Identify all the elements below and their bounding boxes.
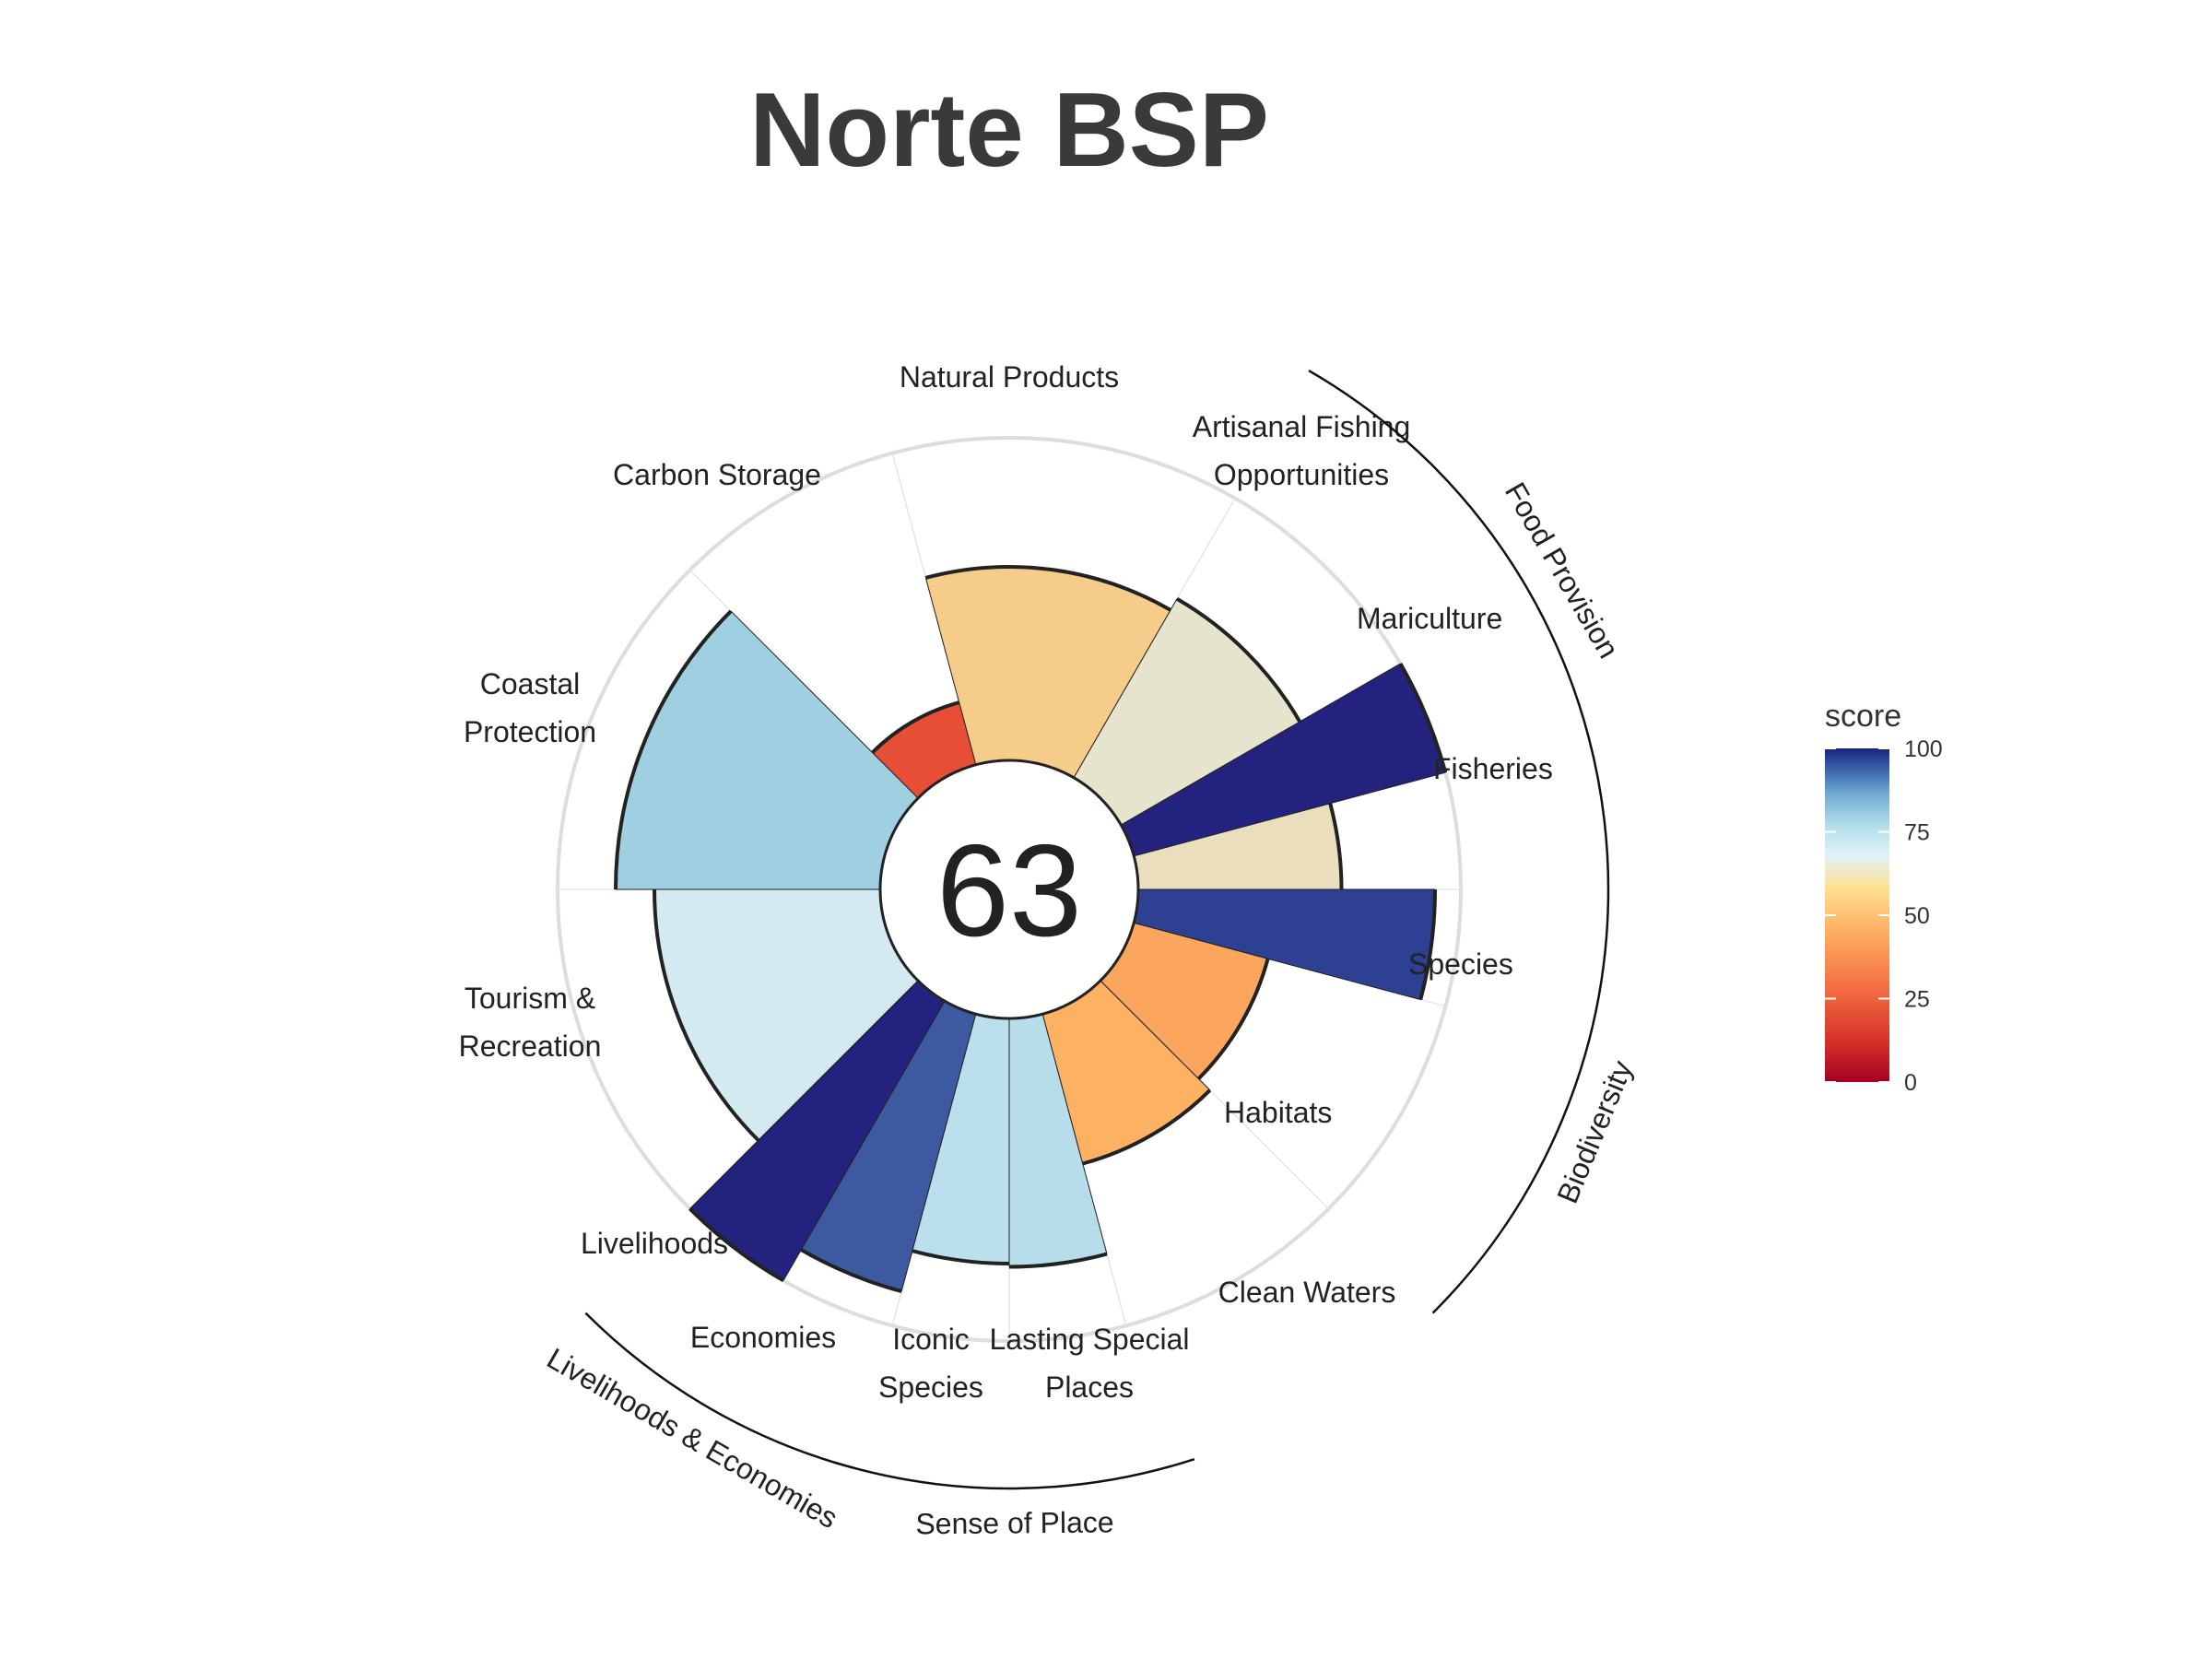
bar-side bbox=[912, 1014, 977, 1252]
legend-tick-label: 100 bbox=[1904, 736, 1943, 762]
group-arc bbox=[1431, 888, 1610, 1314]
legend-tick-label: 25 bbox=[1904, 987, 1930, 1013]
goal-label: Natural Products bbox=[900, 360, 1119, 394]
bar-side bbox=[959, 702, 977, 765]
goal-label: Habitats bbox=[1224, 1096, 1332, 1129]
bar-outer-edge bbox=[1008, 1252, 1108, 1269]
goal-label: Livelihoods bbox=[581, 1227, 728, 1260]
center-circle bbox=[878, 759, 1140, 1020]
goal-label: Mariculture bbox=[1357, 602, 1502, 635]
bar-clean-waters bbox=[1042, 980, 1210, 1164]
bar-outer-edge bbox=[1398, 663, 1448, 773]
goal-label: Iconic Species bbox=[878, 1323, 983, 1404]
group-arc bbox=[833, 1458, 1195, 1490]
goal-label: Tourism & Recreation bbox=[459, 982, 602, 1063]
bar-side bbox=[1120, 721, 1300, 826]
chart-title: Norte BSP bbox=[749, 72, 1269, 189]
bar-outer-edge bbox=[912, 1249, 1010, 1265]
bar-outer-edge bbox=[653, 888, 760, 1142]
goal-label: Carbon Storage bbox=[613, 458, 821, 491]
legend-tick-label: 75 bbox=[1904, 820, 1930, 846]
bar-side bbox=[800, 1000, 946, 1251]
goal-label: Fisheries bbox=[1433, 752, 1553, 785]
goal-label: Lasting Special Places bbox=[989, 1323, 1189, 1404]
group-label: Sense of Place bbox=[915, 1505, 1114, 1540]
goal-label: Coastal Protection bbox=[464, 667, 596, 748]
bar-side bbox=[1134, 922, 1421, 1001]
center-score: 63 bbox=[936, 818, 1082, 964]
bar-outer-edge bbox=[1082, 1088, 1212, 1166]
bar-side bbox=[1134, 771, 1446, 857]
bar-habitats bbox=[1100, 923, 1268, 1079]
bar-livelihoods bbox=[689, 980, 945, 1281]
bar-outer-edge bbox=[1175, 597, 1301, 724]
goal-label: Economies bbox=[690, 1321, 836, 1354]
group-arc bbox=[584, 1312, 855, 1470]
bar-outer-edge bbox=[924, 564, 1171, 612]
group-arc bbox=[1308, 370, 1610, 890]
bar-side bbox=[1041, 1014, 1084, 1164]
bar-fisheries bbox=[1134, 803, 1342, 889]
bar-outer-edge bbox=[614, 609, 733, 890]
bar-coastal-protection bbox=[616, 611, 919, 889]
bar-iconic-species bbox=[912, 1014, 1009, 1264]
bar-side bbox=[1100, 980, 1199, 1079]
goal-label: Species bbox=[1408, 947, 1513, 981]
bar-lasting-special-places bbox=[1009, 1014, 1107, 1267]
legend-title: score bbox=[1825, 699, 1901, 734]
goal-labels: Fisheries Mariculture Artisanal Fishing Opp… bbox=[459, 360, 1553, 1404]
bar-artisanal-fishing-opportunities bbox=[1074, 598, 1300, 825]
bar-natural-products bbox=[925, 567, 1171, 778]
bar-economies bbox=[801, 1001, 976, 1292]
bar-mariculture bbox=[1121, 664, 1446, 856]
bar-side bbox=[730, 610, 919, 799]
goal-label: Clean Waters bbox=[1218, 1276, 1396, 1309]
bar-outer-edge bbox=[800, 1248, 902, 1294]
bar-outer-edge bbox=[688, 1207, 785, 1283]
group-label: Biodiversity bbox=[1550, 1056, 1639, 1208]
bar-outer-edge bbox=[1196, 958, 1270, 1080]
legend-tick-label: 0 bbox=[1904, 1070, 1917, 1096]
bar-outer-edge bbox=[871, 700, 960, 754]
bar-outer-edge bbox=[1418, 888, 1437, 1001]
bar-outer-edge bbox=[1328, 803, 1344, 890]
goal-label: Artisanal Fishing Opportunities bbox=[1193, 410, 1411, 491]
bar-species bbox=[1134, 889, 1435, 1000]
bar-side bbox=[1073, 609, 1171, 779]
bar-side bbox=[689, 980, 919, 1209]
group-label: Livelihoods & Economies bbox=[541, 1341, 843, 1535]
bar-tourism-recreation bbox=[654, 889, 919, 1141]
score-bars bbox=[614, 564, 1448, 1294]
color-legend: score 100 75 50 25 0 bbox=[1825, 699, 1943, 1096]
legend-tick-label: 50 bbox=[1904, 903, 1930, 929]
